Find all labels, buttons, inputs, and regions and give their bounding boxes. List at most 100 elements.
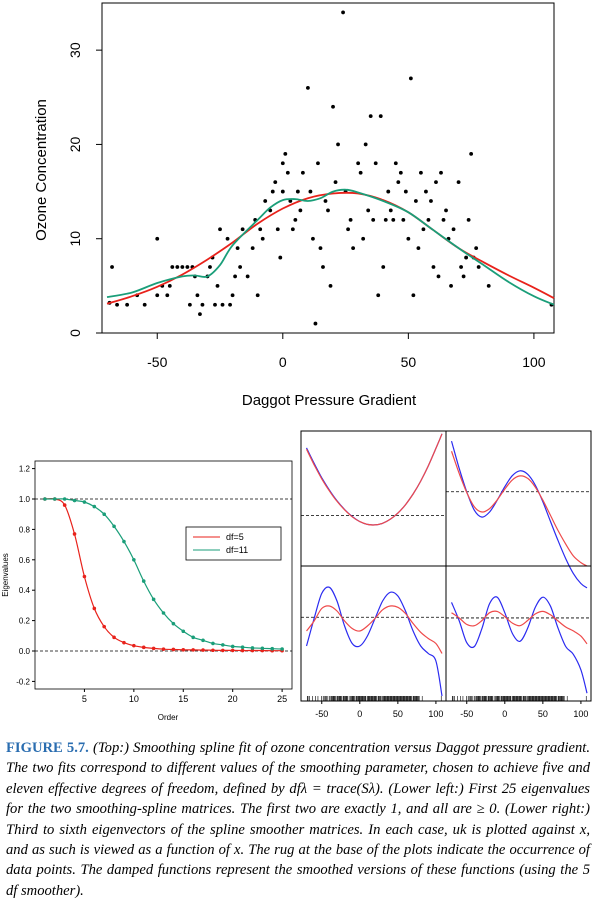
data-point	[386, 189, 391, 194]
eigenvector-4-smoothed	[450, 451, 588, 567]
eigen-point	[141, 579, 146, 583]
data-point	[393, 161, 398, 166]
eigen-point	[211, 641, 215, 646]
top-lines-group	[106, 188, 555, 306]
eigen-point	[240, 648, 245, 653]
y-tick-label: 0.2	[19, 617, 31, 626]
data-point	[293, 217, 298, 222]
data-point	[280, 189, 285, 194]
eigen-point	[52, 497, 57, 501]
x-tick-label: -50	[147, 354, 167, 370]
data-point	[175, 265, 180, 269]
eigenvector-6-raw	[450, 596, 588, 694]
data-point	[306, 85, 310, 90]
eigen-point	[250, 646, 255, 650]
data-point	[363, 142, 368, 147]
data-point	[366, 208, 371, 213]
data-point	[456, 180, 461, 185]
data-point	[388, 208, 393, 213]
data-point	[408, 76, 413, 81]
eigen-point	[191, 635, 195, 640]
data-point	[213, 302, 217, 307]
x-tick-label: 100	[522, 354, 546, 370]
x-tick-label: 0	[357, 709, 362, 719]
data-point	[381, 265, 386, 269]
data-rug	[306, 696, 587, 701]
data-point	[290, 227, 295, 232]
data-point	[228, 302, 232, 307]
data-point	[155, 236, 160, 241]
data-point	[200, 302, 205, 307]
y-tick-label: 30	[67, 42, 83, 58]
eigen-plot-frame	[34, 460, 293, 690]
eigen-point	[102, 624, 106, 629]
eigen-point	[43, 497, 47, 501]
smoothing-spline-df5	[106, 191, 555, 305]
data-point	[464, 255, 469, 260]
x-tick-label: 50	[393, 709, 403, 719]
data-point	[358, 170, 363, 175]
legend-df11-label: df=11	[226, 545, 248, 555]
eigen-point	[230, 644, 235, 649]
data-point	[419, 170, 423, 175]
data-point	[285, 170, 290, 175]
eigen-point	[92, 606, 97, 611]
data-point	[459, 265, 463, 269]
data-point	[441, 217, 446, 222]
data-point	[341, 10, 345, 15]
data-point	[225, 236, 230, 241]
data-point	[185, 265, 190, 269]
data-point	[406, 236, 411, 241]
eigenvector-panel-frame	[445, 430, 592, 567]
eigen-legend: df=5 df=11	[185, 526, 282, 561]
data-point	[255, 293, 260, 298]
eigen-y-axis: -0.2 0.0 0.2 0.4 0.6 0.8 1.0 1.2	[16, 465, 35, 686]
y-tick-label: 0.8	[19, 525, 31, 534]
eigen-point	[240, 645, 245, 649]
y-tick-label: -0.2	[16, 677, 30, 686]
data-point	[424, 189, 428, 194]
data-point	[165, 293, 170, 298]
x-tick-label: 50	[401, 354, 417, 370]
data-point	[308, 189, 313, 194]
eigen-point	[181, 647, 186, 652]
data-point	[426, 217, 431, 222]
eigen-point	[122, 539, 126, 544]
eigen-point	[62, 503, 67, 507]
eigenvector-5-raw	[305, 586, 443, 697]
data-point	[403, 189, 408, 194]
data-point	[474, 246, 479, 251]
x-tick-label: 50	[538, 709, 548, 719]
caption-text: (Top:) Smoothing spline fit of ozone con…	[6, 740, 590, 899]
eigen-point	[221, 643, 225, 647]
eigen-point	[122, 640, 126, 645]
eigen-point	[72, 532, 77, 536]
eigen-x-axis: 5 10 15 20 25	[82, 689, 287, 704]
data-point	[245, 274, 250, 279]
data-point	[110, 265, 114, 269]
eigen-point	[92, 504, 97, 509]
x-tick-label: -50	[315, 709, 328, 719]
data-point	[328, 283, 333, 288]
eigen-point	[260, 646, 265, 651]
eigen-point	[230, 648, 235, 653]
data-point	[240, 227, 245, 232]
data-point	[348, 217, 353, 222]
data-point	[230, 293, 235, 298]
data-point	[378, 114, 383, 119]
eigen-legend-box	[185, 526, 282, 561]
data-point	[356, 161, 361, 166]
legend-df5-label: df=5	[226, 532, 244, 542]
data-point	[208, 265, 212, 269]
data-point	[298, 208, 303, 213]
data-point	[434, 180, 438, 185]
data-point	[373, 161, 378, 166]
data-point	[361, 236, 366, 241]
eigenvector-x-axes: -50 0 50 100 -50 0 50 100	[315, 701, 588, 719]
top-plot-frame	[101, 2, 555, 334]
eigen-point	[161, 611, 166, 615]
data-point	[300, 170, 305, 175]
top-points-group	[107, 10, 554, 326]
eigen-point	[191, 648, 195, 652]
data-point	[115, 302, 119, 307]
